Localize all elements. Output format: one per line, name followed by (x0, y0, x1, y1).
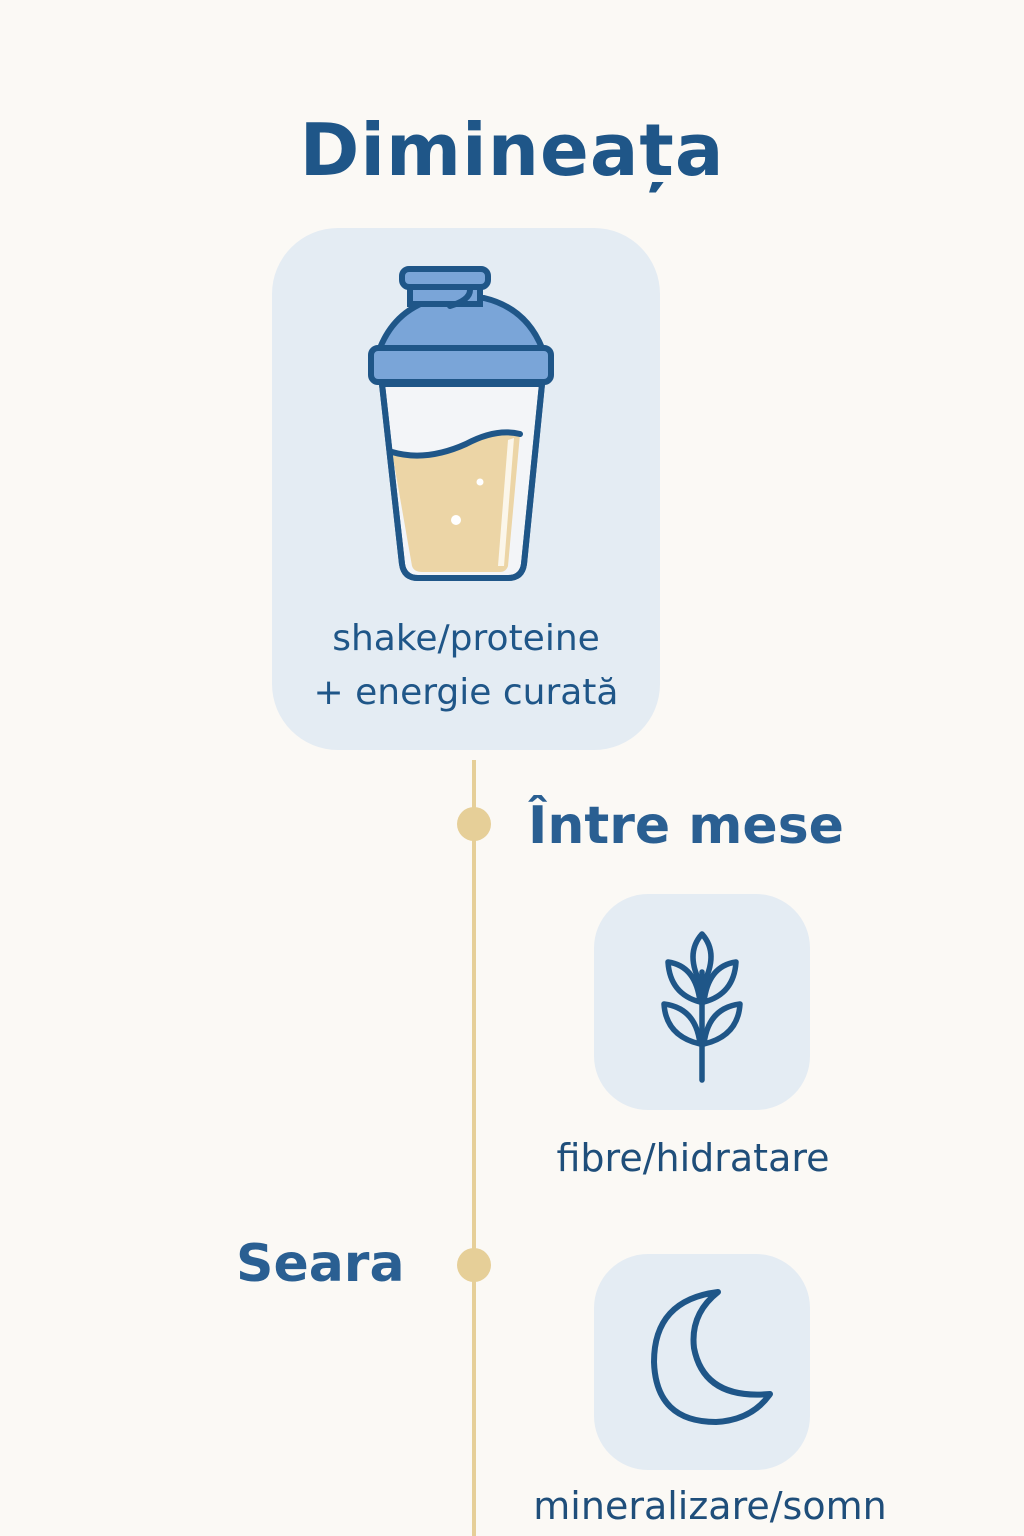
shaker-icon (366, 266, 556, 586)
page-title: Dimineața (299, 108, 725, 192)
timeline-dot-between-meals (457, 807, 491, 841)
timeline-dot-evening (457, 1248, 491, 1282)
between-meals-heading: Între mese (528, 796, 844, 856)
wheat-icon (652, 928, 752, 1084)
evening-card (594, 1254, 810, 1470)
morning-caption: shake/proteine + energie curată (272, 612, 660, 720)
morning-caption-line1: shake/proteine (332, 618, 600, 659)
between-meals-label: fibre/hidratare (556, 1136, 830, 1180)
timeline-line (472, 760, 476, 1536)
evening-heading: Seara (236, 1234, 405, 1294)
morning-caption-line2: + energie curată (313, 672, 619, 713)
evening-label: mineralizare/somn (533, 1484, 887, 1528)
moon-icon (646, 1286, 778, 1428)
